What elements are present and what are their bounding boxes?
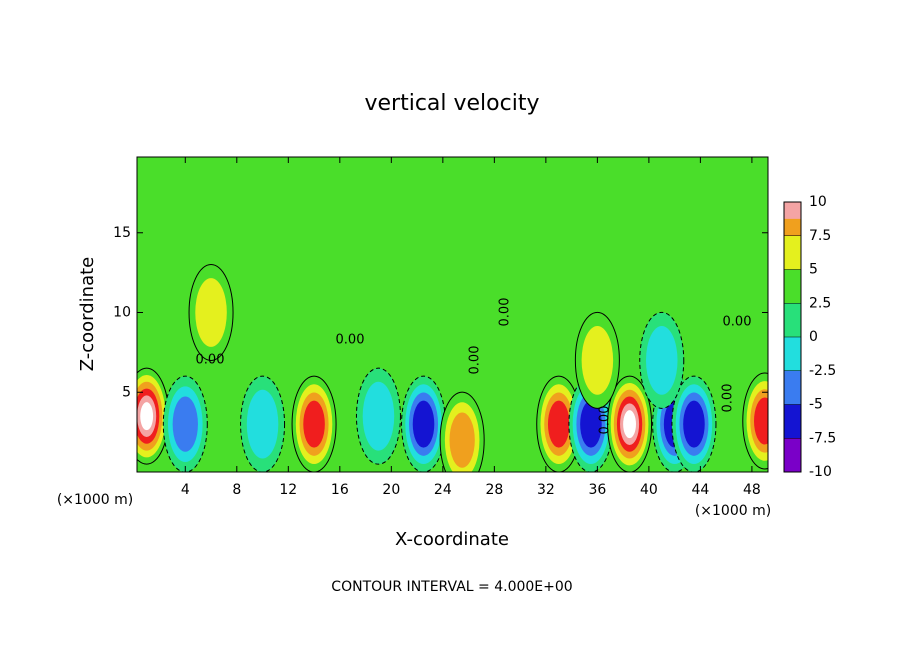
y-axis-label: Z-coordinate xyxy=(77,257,98,372)
colorbar-segment xyxy=(784,337,801,371)
colorbar-segment xyxy=(784,438,801,472)
field-extremum xyxy=(581,325,614,395)
x-tick-label: 48 xyxy=(743,482,761,498)
field-extremum xyxy=(683,400,705,448)
x-tick-label: 20 xyxy=(382,482,400,498)
contour-label: 0.00 xyxy=(336,333,365,348)
x-tick-label: 44 xyxy=(691,482,709,498)
x-tick-label: 4 xyxy=(181,482,190,498)
colorbar-label: -7.5 xyxy=(809,430,836,446)
contour-label: 0.00 xyxy=(723,315,752,330)
y-tick-label: 10 xyxy=(113,305,131,321)
contour-label: 0.00 xyxy=(498,298,513,327)
colorbar-top xyxy=(784,202,801,219)
colorbar-label: 7.5 xyxy=(809,228,831,244)
colorbar-label: 2.5 xyxy=(809,295,831,311)
footer: CONTOUR INTERVAL = 4.000E+00 xyxy=(331,579,572,595)
field-extremum xyxy=(362,381,395,451)
contour-label: 0.00 xyxy=(196,353,225,368)
colorbar-segment xyxy=(784,370,801,405)
x-tick-label: 32 xyxy=(537,482,555,498)
colorbar-label: 5 xyxy=(809,262,818,278)
field-extremum xyxy=(303,400,325,448)
field-extremum xyxy=(645,325,678,395)
colorbar-segment xyxy=(784,269,801,304)
field-extremum xyxy=(246,389,279,459)
field-extremum xyxy=(412,400,435,448)
y-tick-label: 5 xyxy=(122,384,131,400)
colorbar-label: 0 xyxy=(809,329,818,345)
colorbar-segment xyxy=(784,235,801,270)
field-extremum xyxy=(140,402,154,431)
colorbar-label: -2.5 xyxy=(809,363,836,379)
x-tick-label: 12 xyxy=(279,482,297,498)
colorbar-label: -5 xyxy=(809,397,823,413)
x-unit: (×1000 m) xyxy=(695,503,771,519)
x-tick-label: 16 xyxy=(331,482,349,498)
colorbar-segment xyxy=(784,404,801,439)
field-extremum xyxy=(623,410,636,439)
field-extremum xyxy=(754,397,768,445)
x-tick-label: 36 xyxy=(588,482,606,498)
contour-label: 0.00 xyxy=(468,346,483,375)
x-axis-label: X-coordinate xyxy=(395,529,509,550)
y-tick-label: 15 xyxy=(113,225,131,241)
field-extremum xyxy=(172,396,198,452)
x-unit: (×1000 m) xyxy=(57,492,133,508)
colorbar-label: -10 xyxy=(809,464,832,480)
field xyxy=(137,157,768,472)
contour-label: 0.00 xyxy=(721,384,736,413)
colorbar-label: 10 xyxy=(809,194,827,210)
colorbar-segment xyxy=(784,303,801,337)
x-tick-label: 40 xyxy=(640,482,658,498)
field-extremum xyxy=(449,412,475,468)
x-tick-label: 24 xyxy=(434,482,452,498)
contour-label: 0.00 xyxy=(598,406,613,435)
field-extremum xyxy=(580,400,602,448)
x-tick-label: 8 xyxy=(232,482,241,498)
x-tick-label: 28 xyxy=(485,482,503,498)
plot-frame xyxy=(136,156,769,473)
field-extremum xyxy=(547,400,570,448)
field-extremum xyxy=(195,278,227,347)
chart-title: vertical velocity xyxy=(364,91,539,116)
